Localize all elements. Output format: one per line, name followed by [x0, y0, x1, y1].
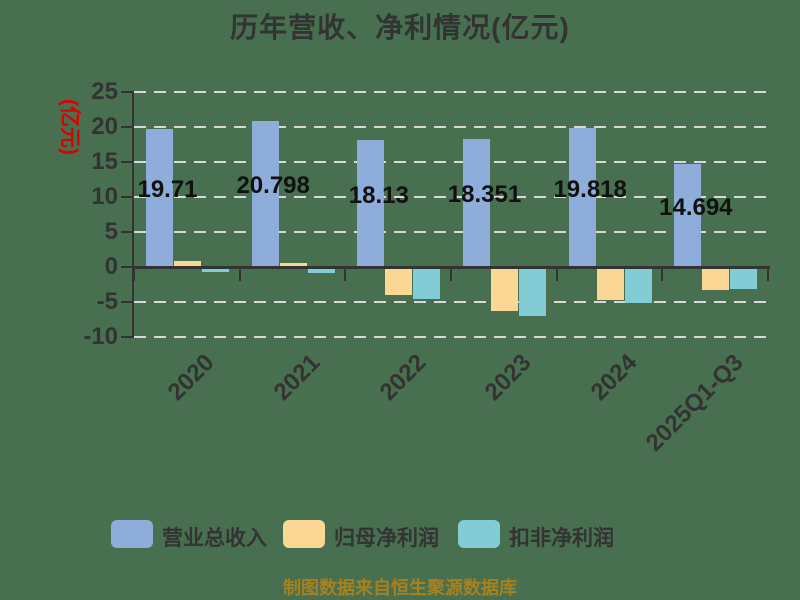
y-tick-mark: [121, 126, 132, 128]
value-label-2024: 19.818: [553, 175, 627, 203]
bar-non-gaap-net-profit-2021: [307, 267, 335, 273]
bar-net-profit-2021: [279, 262, 307, 267]
chart-title: 历年营收、净利情况(亿元): [230, 12, 570, 43]
x-tick-mark: [344, 267, 347, 281]
x-tick-mark: [450, 267, 452, 281]
bar-net-profit-2022: [385, 267, 413, 295]
y-axis-line: [132, 91, 134, 338]
bar-revenue-2024: [568, 128, 596, 267]
x-tick-label-2023: 2023: [480, 349, 537, 406]
bar-non-gaap-net-profit-2025Q1-Q3: [730, 267, 758, 290]
y-tick-label: -5: [96, 288, 118, 315]
bar-non-gaap-net-profit-2022: [413, 267, 441, 299]
y-tick-label: -10: [83, 323, 118, 350]
bar-revenue-2022: [357, 140, 385, 267]
bar-non-gaap-net-profit-2024: [624, 267, 652, 304]
y-tick-mark: [121, 266, 132, 268]
x-tick-mark: [238, 267, 241, 281]
legend-label-net-profit: 归母净利润: [334, 527, 439, 550]
y-tick-mark: [121, 336, 132, 338]
value-label-2023: 18.351: [447, 180, 522, 208]
y-tick-label: 25: [91, 78, 118, 105]
x-tick-mark: [133, 267, 135, 281]
y-tick-label: 10: [91, 183, 118, 210]
bar-revenue-2023: [463, 138, 490, 267]
x-tick-label-2022: 2022: [374, 349, 432, 406]
value-label-2020: 19.71: [137, 176, 198, 203]
bar-revenue-2021: [251, 121, 279, 267]
gridline: [134, 161, 772, 163]
bar-revenue-2025Q1-Q3: [674, 164, 702, 267]
y-tick-label: 5: [104, 218, 118, 245]
bar-net-profit-2020: [174, 260, 201, 267]
data-source-note: 制图数据来自恒生聚源数据库: [283, 578, 517, 598]
x-tick-mark: [661, 267, 664, 281]
bar-revenue-2020: [146, 129, 173, 267]
x-tick-mark: [555, 267, 558, 281]
gridline: [134, 336, 772, 338]
gridline: [134, 301, 772, 303]
gridline: [134, 231, 772, 233]
legend-label-revenue: 营业总收入: [162, 527, 267, 550]
bar-net-profit-2023: [491, 267, 518, 312]
x-tick-mark: [767, 267, 769, 281]
x-tick-label-2021: 2021: [268, 349, 326, 406]
value-label-2021: 20.798: [236, 172, 310, 200]
x-tick-label-2025Q1-Q3: 2025Q1-Q3: [640, 349, 749, 457]
value-label-2025Q1-Q3: 14.694: [659, 193, 733, 221]
gridline: [134, 126, 772, 128]
legend-swatch-revenue: [111, 520, 153, 548]
bar-net-profit-2024: [596, 267, 624, 300]
y-tick-mark: [121, 231, 132, 233]
y-tick-mark: [121, 196, 132, 198]
value-label-2022: 18.13: [348, 181, 409, 209]
y-tick-label: 15: [91, 148, 118, 175]
y-tick-label: 20: [91, 113, 118, 140]
bar-non-gaap-net-profit-2023: [519, 267, 546, 316]
legend-label-non-gaap-net-profit: 扣非净利润: [509, 527, 614, 550]
y-tick-mark: [121, 91, 132, 93]
legend-swatch-net-profit: [283, 520, 325, 548]
y-tick-mark: [121, 161, 132, 163]
y-tick-label: 0: [104, 253, 118, 280]
legend-swatch-non-gaap-net-profit: [458, 520, 500, 548]
gridline: [134, 91, 772, 93]
bar-net-profit-2025Q1-Q3: [702, 267, 730, 291]
bar-non-gaap-net-profit-2020: [202, 267, 229, 272]
y-tick-mark: [121, 301, 132, 303]
gridline: [134, 196, 772, 198]
x-tick-label-2024: 2024: [585, 349, 643, 406]
x-tick-label-2020: 2020: [163, 349, 220, 406]
